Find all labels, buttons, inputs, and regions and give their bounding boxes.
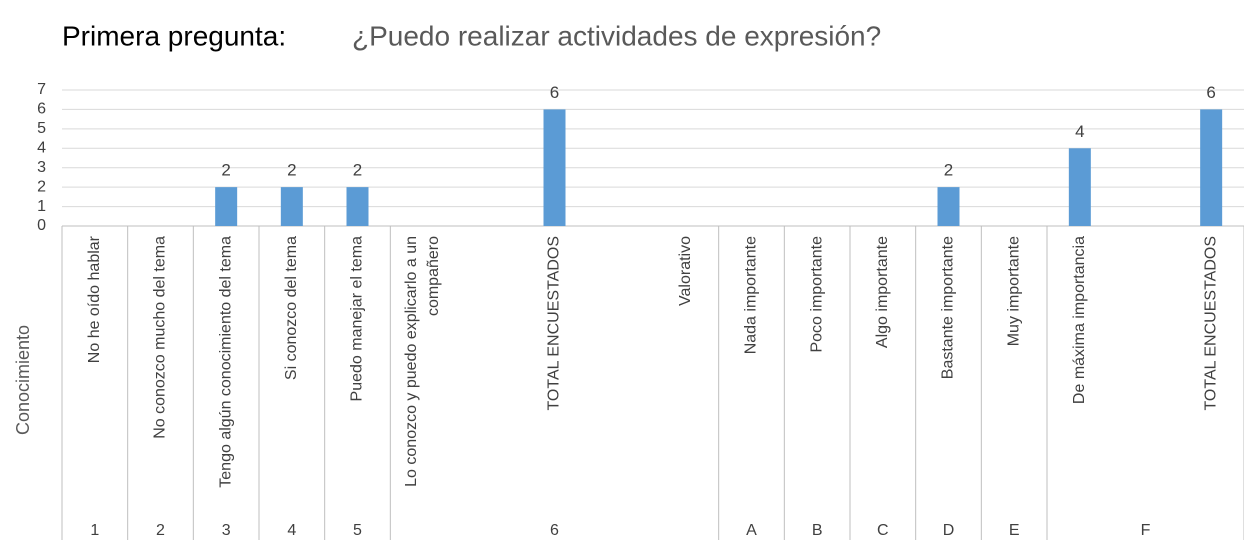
x-tick-label: No he oído hablar bbox=[86, 235, 103, 363]
x-tick-label-group: Poco importante bbox=[808, 236, 825, 353]
x-tick-label-group: No conozco mucho del tema bbox=[152, 236, 169, 439]
axis-label: Conocimiento bbox=[13, 325, 33, 435]
group-label: 2 bbox=[156, 522, 165, 539]
data-label: 2 bbox=[287, 161, 296, 180]
x-tick-label-group: De máxima importancia bbox=[1071, 236, 1088, 404]
bar bbox=[937, 187, 960, 226]
data-label: 4 bbox=[1075, 122, 1084, 141]
y-tick-label: 4 bbox=[37, 140, 46, 157]
bar bbox=[1200, 109, 1223, 226]
x-tick-label: TOTAL ENCUESTADOS bbox=[1202, 236, 1219, 411]
x-tick-label: No conozco mucho del tema bbox=[152, 236, 169, 439]
bar bbox=[1068, 148, 1091, 226]
bar bbox=[543, 109, 566, 226]
x-tick-label: Lo conozco y puedo explicarlo a un compañ… bbox=[403, 236, 442, 487]
x-tick-label-group: Lo conozco y puedo explicarlo a un compañ… bbox=[403, 236, 442, 487]
x-tick-label-group: No he oído hablar bbox=[86, 235, 103, 363]
data-label: 2 bbox=[944, 161, 953, 180]
group-label: A bbox=[746, 522, 757, 539]
x-tick-label: De máxima importancia bbox=[1071, 236, 1088, 404]
y-tick-label: 7 bbox=[37, 81, 46, 98]
group-label: 6 bbox=[550, 522, 559, 539]
x-tick-label: Valorativo bbox=[677, 236, 694, 306]
bar bbox=[346, 187, 369, 226]
data-label: 6 bbox=[550, 83, 559, 102]
x-tick-label: Si conozco del tema bbox=[283, 236, 300, 380]
x-tick-label: Bastante importante bbox=[940, 236, 957, 379]
group-label: B bbox=[812, 522, 823, 539]
y-tick-label: 6 bbox=[37, 101, 46, 118]
group-label: C bbox=[877, 522, 889, 539]
y-tick-label: 1 bbox=[37, 198, 46, 215]
data-label: 2 bbox=[221, 161, 230, 180]
x-tick-label: Poco importante bbox=[808, 236, 825, 353]
y-tick-label: 0 bbox=[37, 217, 46, 234]
x-tick-label-group: Tengo algún conocimiento del tema bbox=[217, 236, 234, 488]
x-tick-label: TOTAL ENCUESTADOS bbox=[546, 236, 563, 411]
x-tick-label: Nada importante bbox=[743, 236, 760, 354]
group-label: 1 bbox=[90, 522, 99, 539]
group-label: F bbox=[1141, 522, 1151, 539]
data-label: 6 bbox=[1206, 83, 1215, 102]
x-tick-label-group: Algo importante bbox=[874, 236, 891, 348]
y-tick-label: 2 bbox=[37, 178, 46, 195]
x-tick-label: Tengo algún conocimiento del tema bbox=[217, 236, 234, 488]
x-tick-label-group: Bastante importante bbox=[940, 236, 957, 379]
x-tick-label-group: Si conozco del tema bbox=[283, 236, 300, 380]
x-tick-label-group: Puedo manejar el tema bbox=[349, 236, 366, 402]
x-tick-label: Puedo manejar el tema bbox=[349, 236, 366, 402]
group-label: E bbox=[1009, 522, 1020, 539]
y-tick-label: 5 bbox=[37, 120, 46, 137]
data-label: 2 bbox=[353, 161, 362, 180]
y-tick-label: 3 bbox=[37, 159, 46, 176]
group-label: D bbox=[943, 522, 955, 539]
group-label: 5 bbox=[353, 522, 362, 539]
x-tick-label: Muy importante bbox=[1005, 236, 1022, 346]
x-tick-label-group: TOTAL ENCUESTADOS bbox=[1202, 236, 1219, 411]
bar bbox=[215, 187, 238, 226]
x-tick-label: Algo importante bbox=[874, 236, 891, 348]
x-tick-label-group: Muy importante bbox=[1005, 236, 1022, 346]
bar bbox=[280, 187, 303, 226]
x-tick-label-group: TOTAL ENCUESTADOS bbox=[546, 236, 563, 411]
x-tick-label-group: Nada importante bbox=[743, 236, 760, 354]
x-tick-label-group: Valorativo bbox=[677, 236, 694, 306]
chart-title: Primera pregunta: bbox=[62, 20, 286, 51]
chart-subtitle: ¿Puedo realizar actividades de expresión… bbox=[352, 20, 881, 51]
group-label: 4 bbox=[287, 522, 296, 539]
group-label: 3 bbox=[222, 522, 231, 539]
